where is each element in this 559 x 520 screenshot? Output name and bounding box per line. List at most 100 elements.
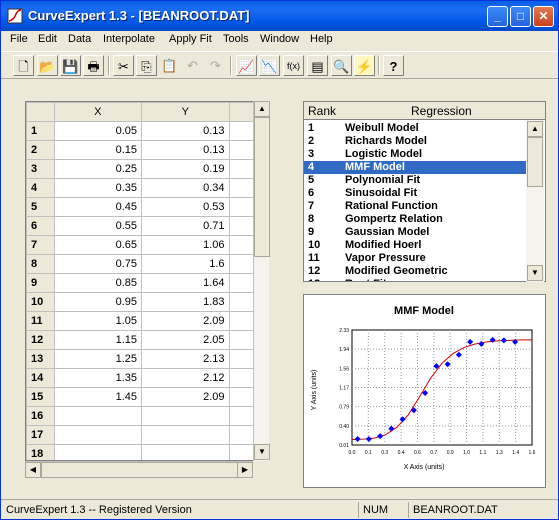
- linear-fit-icon[interactable]: 📈: [236, 55, 257, 76]
- row-number[interactable]: 11: [26, 311, 55, 331]
- row-number[interactable]: 16: [26, 406, 55, 426]
- column-header-y[interactable]: Y: [141, 102, 230, 122]
- row-number[interactable]: 10: [26, 292, 55, 312]
- cell-x[interactable]: 1.45: [53, 387, 143, 407]
- redo-icon[interactable]: ↷: [210, 58, 221, 73]
- cell-x[interactable]: 0.75: [53, 254, 143, 274]
- cell-x[interactable]: 1.05: [53, 311, 143, 331]
- title-bar[interactable]: CurveExpert 1.3 - [BEANROOT.DAT] _ □ ✕: [1, 1, 558, 31]
- cell-y[interactable]: [141, 444, 230, 460]
- list-item[interactable]: 6 Sinusoidal Fit: [304, 187, 529, 200]
- list-item[interactable]: 10 Modified Hoerl: [304, 239, 529, 252]
- row-number[interactable]: 8: [26, 254, 55, 274]
- list-item[interactable]: 2 Richards Model: [304, 135, 529, 148]
- row-number[interactable]: 3: [26, 159, 55, 179]
- cell-y[interactable]: 0.34: [141, 178, 230, 198]
- list-item[interactable]: 4 MMF Model: [304, 161, 529, 174]
- cell-x[interactable]: 0.65: [53, 235, 143, 255]
- cell-x[interactable]: 1.15: [53, 330, 143, 350]
- row-number[interactable]: 1: [26, 121, 55, 141]
- cell-y[interactable]: [141, 425, 230, 445]
- menu-edit[interactable]: Edit: [38, 33, 57, 45]
- scroll-up-arrow-icon[interactable]: ▲: [254, 101, 270, 117]
- cell-y[interactable]: 1.64: [141, 273, 230, 293]
- list-item[interactable]: 1 Weibull Model: [304, 122, 529, 135]
- cell-x[interactable]: 0.25: [53, 159, 143, 179]
- cell-y[interactable]: 0.19: [141, 159, 230, 179]
- fit-plot-panel[interactable]: MMF Model X Axis (units) Y Axis (units) …: [303, 294, 546, 488]
- menu-interpolate[interactable]: Interpolate: [103, 33, 155, 45]
- cell-x[interactable]: 1.25: [53, 349, 143, 369]
- cell-y[interactable]: 1.06: [141, 235, 230, 255]
- scroll-thumb[interactable]: [254, 117, 270, 257]
- cell-x[interactable]: 1.35: [53, 368, 143, 388]
- scroll-down-arrow-icon[interactable]: ▼: [527, 265, 543, 281]
- row-number[interactable]: 2: [26, 140, 55, 160]
- cell-x[interactable]: [53, 444, 143, 460]
- row-number[interactable]: 18: [26, 444, 55, 460]
- ranking-list[interactable]: 1 Weibull Model 2 Richards Model 3 Logistic M…: [303, 120, 546, 282]
- cell-y[interactable]: 2.12: [141, 368, 230, 388]
- scroll-thumb[interactable]: [527, 137, 543, 187]
- cell-x[interactable]: 0.85: [53, 273, 143, 293]
- close-button[interactable]: ✕: [533, 6, 554, 27]
- paste-icon[interactable]: 📋: [161, 58, 178, 73]
- cut-icon[interactable]: ✂: [113, 55, 134, 76]
- menu-file[interactable]: File: [10, 33, 28, 45]
- cell-x[interactable]: 0.15: [53, 140, 143, 160]
- copy-icon[interactable]: ⎘: [136, 55, 157, 76]
- scroll-down-arrow-icon[interactable]: ▼: [254, 444, 270, 460]
- row-number[interactable]: 6: [26, 216, 55, 236]
- help-icon[interactable]: ?: [383, 55, 404, 76]
- cell-y[interactable]: 1.6: [141, 254, 230, 274]
- menu-tools[interactable]: Tools: [223, 33, 249, 45]
- list-item[interactable]: 5 Polynomial Fit: [304, 174, 529, 187]
- cell-x[interactable]: 0.55: [53, 216, 143, 236]
- cell-y[interactable]: 0.53: [141, 197, 230, 217]
- ranking-scrollbar[interactable]: ▲ ▼: [526, 120, 544, 282]
- curve-finder-icon[interactable]: ⚡: [354, 55, 375, 76]
- regression-column-header[interactable]: Regression: [411, 104, 472, 118]
- minimize-button[interactable]: _: [487, 6, 508, 27]
- scroll-thumb[interactable]: [41, 462, 249, 478]
- scroll-left-arrow-icon[interactable]: ◀: [25, 462, 41, 478]
- new-file-icon[interactable]: 🗋: [13, 55, 34, 76]
- save-icon[interactable]: 💾: [60, 55, 81, 76]
- open-folder-icon[interactable]: 📂: [37, 55, 58, 76]
- list-item[interactable]: 3 Logistic Model: [304, 148, 529, 161]
- column-header-x[interactable]: X: [53, 102, 143, 122]
- print-icon[interactable]: 🖶: [83, 55, 104, 76]
- cell-y[interactable]: 2.13: [141, 349, 230, 369]
- row-number[interactable]: 9: [26, 273, 55, 293]
- cell-y[interactable]: 0.71: [141, 216, 230, 236]
- list-item[interactable]: 12 Modified Geometric: [304, 265, 529, 278]
- row-number[interactable]: 17: [26, 425, 55, 445]
- function-fit-icon[interactable]: f(x): [283, 55, 304, 76]
- cell-x[interactable]: [53, 406, 143, 426]
- grid-vertical-scrollbar[interactable]: ▲ ▼: [253, 101, 270, 461]
- zoom-plot-icon[interactable]: 🔍: [331, 55, 352, 76]
- row-number[interactable]: 12: [26, 330, 55, 350]
- cell-x[interactable]: 0.95: [53, 292, 143, 312]
- cell-y[interactable]: 2.05: [141, 330, 230, 350]
- row-number[interactable]: 5: [26, 197, 55, 217]
- row-number[interactable]: 15: [26, 387, 55, 407]
- row-number[interactable]: 14: [26, 368, 55, 388]
- list-item[interactable]: 11 Vapor Pressure: [304, 252, 529, 265]
- scroll-up-arrow-icon[interactable]: ▲: [527, 121, 543, 137]
- undo-icon[interactable]: ↶: [187, 58, 198, 73]
- cell-x[interactable]: 0.35: [53, 178, 143, 198]
- data-grid[interactable]: X Y 1 0.05 0.13 2 0.15 0.13 3 0.25 0.19 4 0.35 0.34…: [25, 101, 269, 461]
- menu-help[interactable]: Help: [310, 33, 333, 45]
- maximize-button[interactable]: □: [510, 6, 531, 27]
- cell-y[interactable]: 0.13: [141, 121, 230, 141]
- list-item[interactable]: 7 Rational Function: [304, 200, 529, 213]
- rank-column-header[interactable]: Rank: [308, 104, 337, 118]
- cell-y[interactable]: 0.13: [141, 140, 230, 160]
- plot-tool-icon[interactable]: ▤: [307, 55, 328, 76]
- polynomial-fit-icon[interactable]: 📉: [259, 55, 280, 76]
- cell-y[interactable]: [141, 406, 230, 426]
- row-number[interactable]: 7: [26, 235, 55, 255]
- menu-data[interactable]: Data: [68, 33, 92, 45]
- cell-y[interactable]: 1.83: [141, 292, 230, 312]
